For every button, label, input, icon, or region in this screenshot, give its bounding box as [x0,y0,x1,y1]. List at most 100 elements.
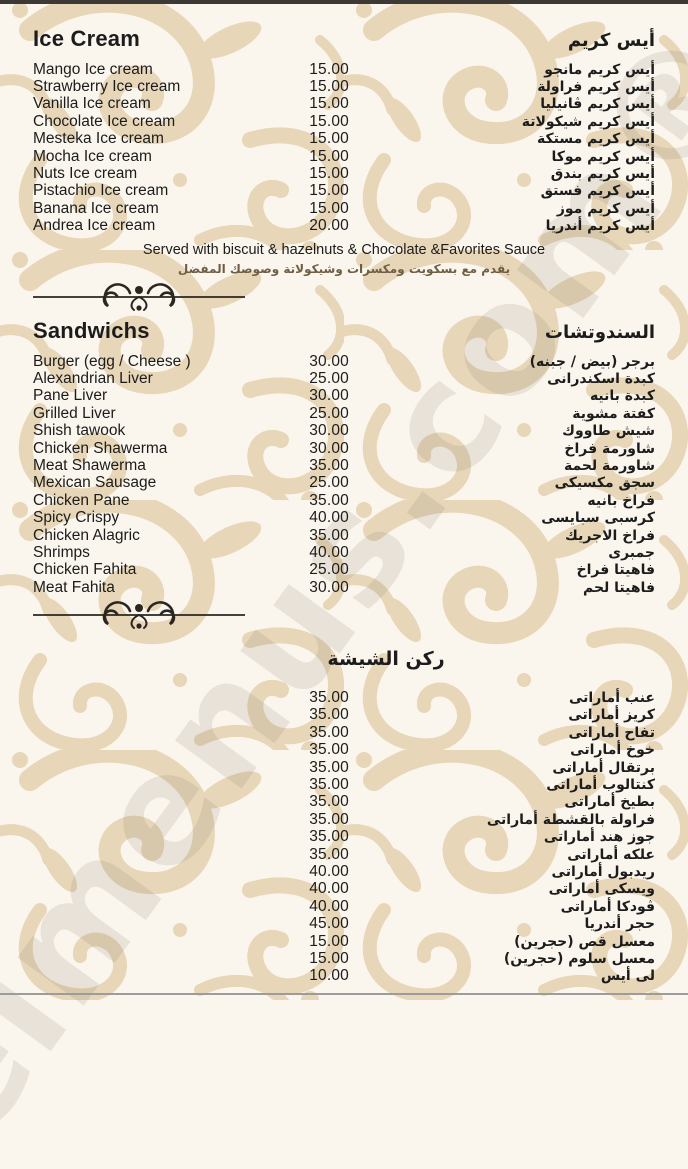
item-name-en: Mesteka Ice cream [33,130,164,148]
menu-item-row: 15.00 معسل سلوم (حجرين) [33,950,655,967]
item-name-ar: حجر أندريا [584,916,655,933]
menu-item-row: 35.00 جوز هند أماراتى [33,828,655,846]
item-name-ar: معسل سلوم (حجرين) [503,950,655,967]
menu-item-row: Meat Shawerma 35.00 شاورمة لحمة [33,457,655,474]
item-name-ar: كبدة اسكندرانى [547,370,655,387]
item-name-en: Chicken Shawerma [33,439,168,457]
menu-item-row: 35.00 علكه أماراتى [33,846,655,863]
menu-item-row: Burger (egg / Cheese ) 30.00 برجر (بيض /… [33,353,655,370]
menu-item-row: 35.00 خوخ أماراتى [33,741,655,759]
item-name-ar: عنب أماراتى [569,690,655,707]
item-name-ar: فراخ بانيه [587,492,655,509]
item-price: 25.00 [309,561,349,579]
item-name-en: Nuts Ice cream [33,165,138,183]
item-price: 15.00 [309,112,349,130]
item-name-en: Mocha Ice cream [33,147,152,165]
item-price: 40.00 [309,880,349,898]
menu-item-row: 15.00 معسل قص (حجرين) [33,933,655,950]
item-name-ar: أيس كريم أندريا [545,218,655,235]
item-name-ar: شاورمة فراخ [564,440,655,457]
item-name-en: Shish tawook [33,422,126,440]
item-name-ar: ريدبول أماراتى [551,863,655,880]
item-name-ar: كرسبى سبايسى [541,510,655,527]
section-sandwiches: Sandwichs السندوتشات Burger (egg / Chees… [33,318,655,636]
item-name-en: Shrimps [33,543,90,561]
item-price: 35.00 [309,741,349,759]
menu-item-row: Chicken Alagric 35.00 فراخ الاجريك [33,527,655,544]
item-name-ar: فراولة بالقشطة أماراتى [486,811,655,828]
menu-item-row: Mesteka Ice cream 15.00 أيس كريم مستكة [33,130,655,148]
ornament-divider [33,601,245,630]
item-price: 35.00 [309,776,349,794]
item-name-ar: فاهيتا لحم [582,579,655,596]
item-name-en: Andrea Ice cream [33,217,156,235]
menu-item-row: 45.00 حجر أندريا [33,915,655,932]
item-price: 10.00 [309,967,349,985]
item-name-ar: شاورمة لحمة [563,457,655,474]
item-price: 30.00 [309,439,349,457]
menu-item-row: 35.00 تفاح أماراتى [33,724,655,741]
menu-item-row: Spicy Crispy 40.00 كرسبى سبايسى [33,509,655,526]
item-name-en: Grilled Liver [33,404,116,422]
item-name-ar: أيس كريم مستكة [537,131,655,148]
ice-cream-header: Ice Cream أيس كريم [33,26,655,53]
item-name-ar: لى أيس [600,968,655,985]
menu-item-row: Strawberry Ice cream 15.00 أيس كريم فراو… [33,78,655,95]
menu-item-row: Chocolate Ice cream 15.00 أيس كريم شيكول… [33,113,655,130]
ice-cream-title-ar: أيس كريم [567,30,655,51]
item-name-ar: أيس كريم فراولة [537,79,655,96]
item-name-ar: أيس كريم ڤانيليا [540,96,655,113]
item-name-en: Chicken Fahita [33,561,137,579]
menu-item-row: Pistachio Ice cream 15.00 أيس كريم فستق [33,182,655,200]
item-name-en: Burger (egg / Cheese ) [33,352,191,370]
item-name-en: Alexandrian Liver [33,370,153,387]
menu-item-row: 40.00 ڤودكا أماراتى [33,898,655,915]
menu-page: Ice Cream أيس كريم Mango Ice cream 15.00… [33,26,655,985]
item-name-en: Chocolate Ice cream [33,112,176,130]
item-name-ar: أيس كريم موز [556,200,655,217]
item-price: 15.00 [309,199,349,217]
section-shisha: ركن الشيشة 35.00 عنب أماراتى 35.00 كريز … [33,648,655,985]
item-price: 30.00 [309,352,349,370]
item-price: 15.00 [309,95,349,113]
item-price: 35.00 [309,793,349,811]
item-price: 35.00 [309,723,349,741]
shisha-items: 35.00 عنب أماراتى 35.00 كريز أماراتى 35.… [33,689,655,985]
item-price: 35.00 [309,689,349,707]
top-border [0,0,688,4]
ornament-divider [33,283,245,311]
menu-item-row: Banana Ice cream 15.00 أيس كريم موز [33,200,655,217]
item-name-en: Meat Shawerma [33,456,146,474]
menu-item-row: 40.00 ريدبول أماراتى [33,863,655,880]
item-name-ar: أيس كريم مانجو [544,61,655,78]
sandwiches-items: Burger (egg / Cheese ) 30.00 برجر (بيض /… [33,353,655,596]
item-name-ar: علكه أماراتى [567,846,655,863]
item-name-ar: جوز هند أماراتى [543,829,655,846]
menu-item-row: 35.00 كريز أماراتى [33,706,655,724]
item-name-en: Strawberry Ice cream [33,78,181,96]
item-price: 35.00 [309,456,349,474]
menu-item-row: Mango Ice cream 15.00 أيس كريم مانجو [33,61,655,78]
item-name-ar: خوخ أماراتى [570,742,655,759]
item-name-ar: أيس كريم بندق [550,166,655,183]
menu-item-row: Vanilla Ice cream 15.00 أيس كريم ڤانيليا [33,95,655,113]
item-price: 25.00 [309,404,349,422]
item-name-en: Vanilla Ice cream [33,95,151,113]
item-name-ar: تفاح أماراتى [568,724,655,741]
item-name-ar: كريز أماراتى [568,707,655,724]
item-name-en: Chicken Alagric [33,526,140,544]
item-price: 25.00 [309,370,349,387]
item-name-en: Mango Ice cream [33,60,153,78]
ice-cream-items: Mango Ice cream 15.00 أيس كريم مانجو Str… [33,61,655,235]
menu-item-row: Alexandrian Liver 25.00 كبدة اسكندرانى [33,370,655,387]
item-price: 40.00 [309,862,349,880]
item-price: 45.00 [309,915,349,933]
item-price: 35.00 [309,828,349,846]
item-name-ar: جمبرى [608,544,655,561]
item-name-ar: فراخ الاجريك [565,527,655,544]
item-name-ar: أيس كريم فستق [540,183,655,200]
item-name-ar: سجق مكسيكى [554,475,655,492]
item-price: 15.00 [309,78,349,96]
item-name-en: Chicken Pane [33,491,130,509]
item-name-ar: أيس كريم موكا [551,148,655,165]
